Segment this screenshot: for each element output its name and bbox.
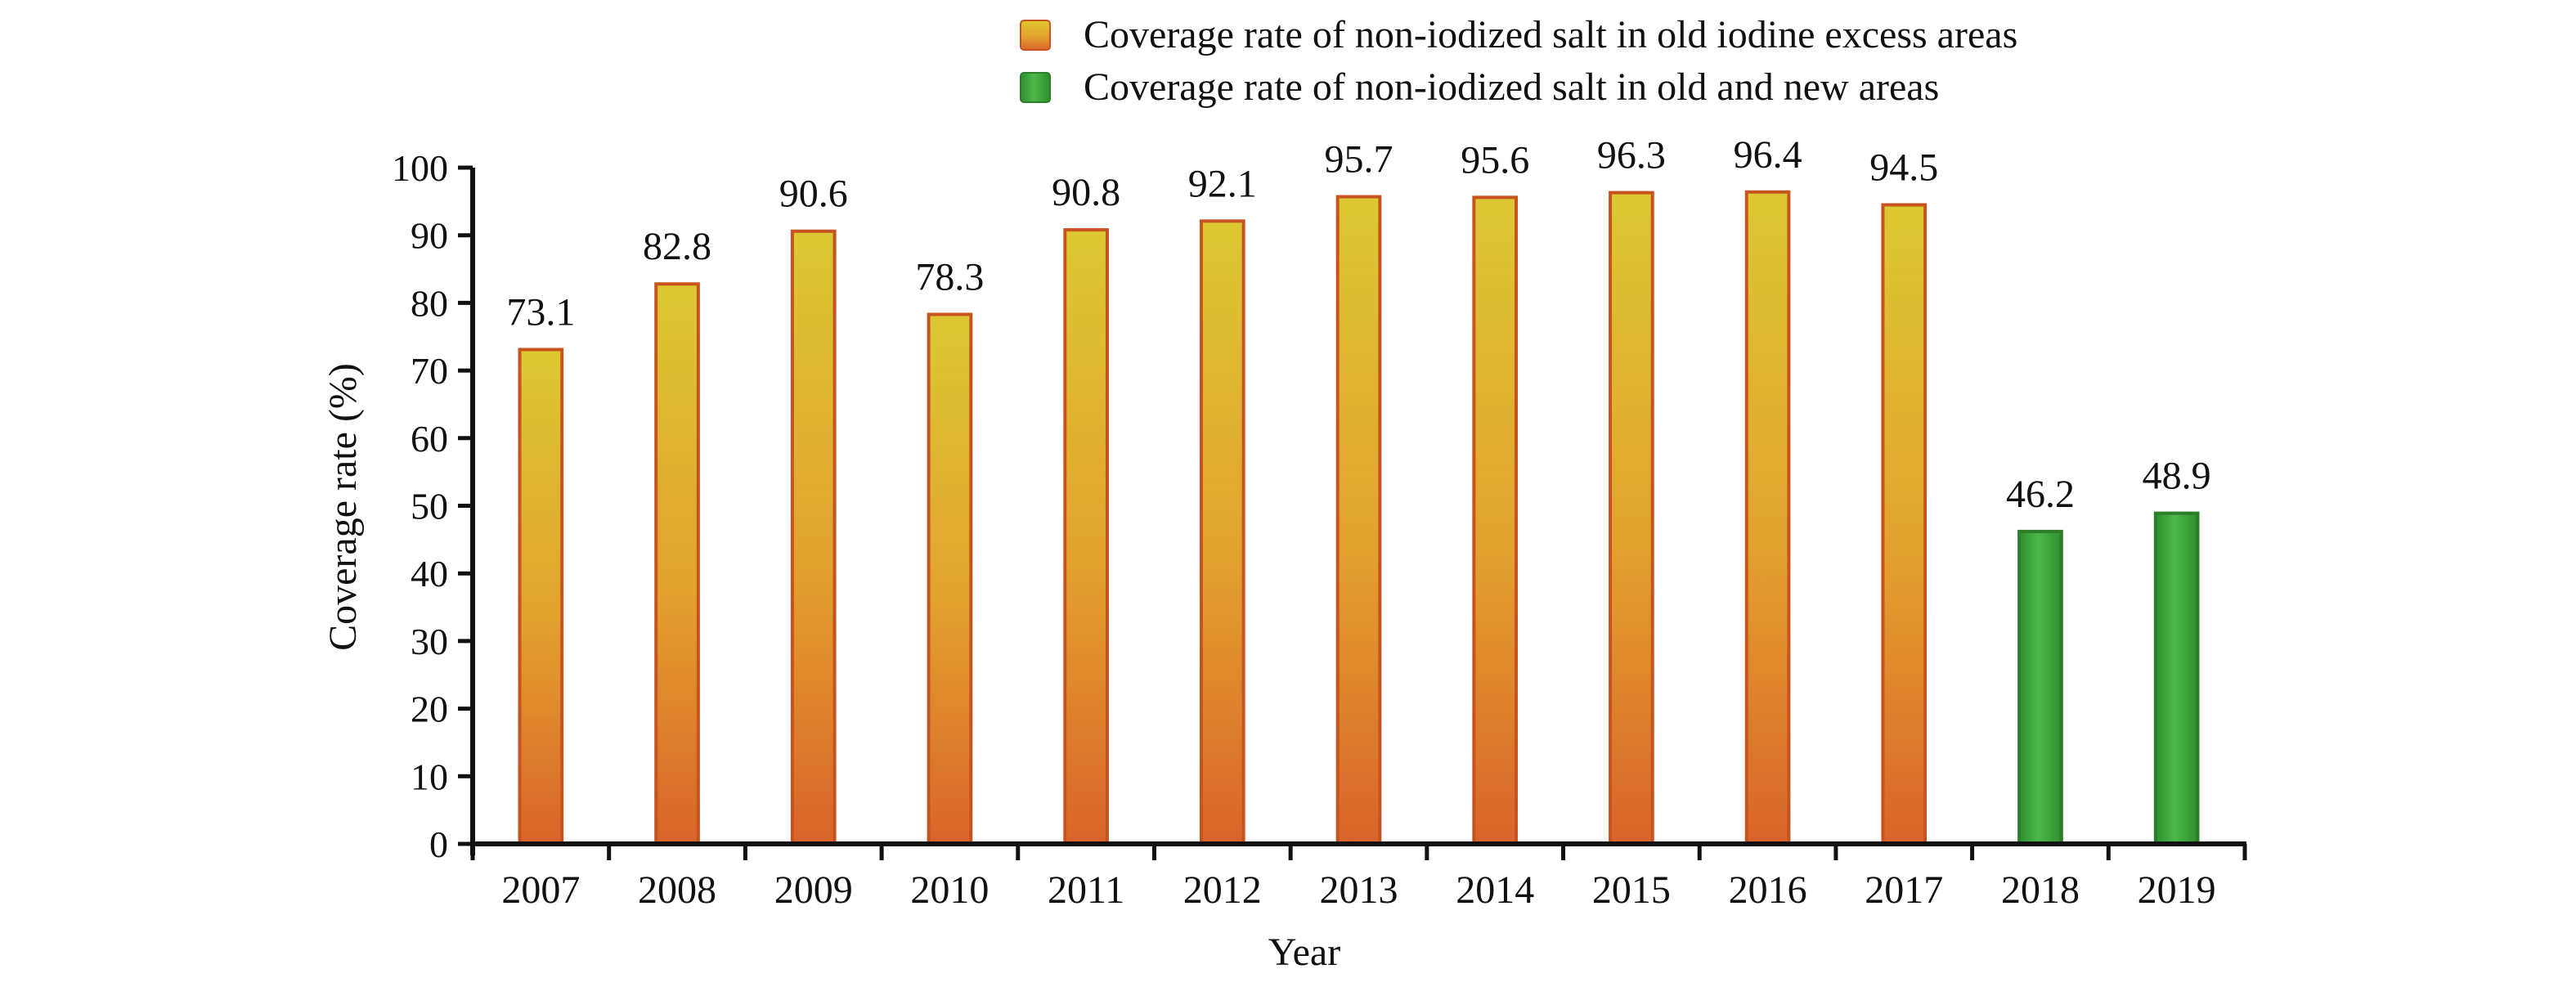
x-tick-label: 2014 bbox=[1456, 868, 1534, 912]
x-tick-label: 2019 bbox=[2138, 868, 2216, 912]
data-label-2009: 90.6 bbox=[779, 173, 848, 216]
bar-2013 bbox=[1335, 195, 1382, 846]
y-tick-label: 60 bbox=[411, 418, 448, 460]
data-label-2018: 46.2 bbox=[2006, 473, 2075, 516]
x-tick-label: 2008 bbox=[638, 868, 716, 912]
bar-2008 bbox=[654, 282, 700, 846]
x-tick-label: 2010 bbox=[910, 868, 989, 912]
y-axis-title: Coverage rate (%) bbox=[321, 363, 365, 651]
bar-2010 bbox=[927, 312, 973, 846]
bars bbox=[518, 190, 2200, 846]
data-label-2012: 92.1 bbox=[1188, 162, 1257, 205]
data-label-2019: 48.9 bbox=[2143, 455, 2211, 498]
bar-2009 bbox=[790, 229, 837, 846]
data-label-2008: 82.8 bbox=[643, 225, 711, 268]
y-axis: 0 10 20 30 40 50 60 70 80 90 100 bbox=[392, 147, 475, 865]
data-label-2016: 96.4 bbox=[1734, 133, 1802, 177]
data-label-2015: 96.3 bbox=[1597, 134, 1666, 177]
y-tick-label: 40 bbox=[411, 553, 448, 594]
bar-2007 bbox=[518, 348, 564, 846]
y-tick-label: 0 bbox=[429, 823, 448, 865]
bar-2018 bbox=[2017, 529, 2063, 846]
y-tick-label: 70 bbox=[411, 350, 448, 392]
data-label-2017: 94.5 bbox=[1869, 146, 1938, 189]
y-tick-label: 10 bbox=[411, 756, 448, 797]
y-tick-label: 100 bbox=[392, 147, 448, 189]
legend-swatch-2 bbox=[1020, 72, 1051, 103]
data-label-2007: 73.1 bbox=[506, 290, 575, 334]
x-tick-label: 2015 bbox=[1592, 868, 1671, 912]
bar-2015 bbox=[1609, 191, 1654, 846]
x-tick-label: 2018 bbox=[2001, 868, 2080, 912]
x-tick-label: 2011 bbox=[1048, 868, 1124, 912]
bar-2011 bbox=[1063, 228, 1109, 846]
y-tick-label: 30 bbox=[411, 621, 448, 662]
bar-2016 bbox=[1744, 190, 1791, 846]
y-tick-label: 20 bbox=[411, 689, 448, 730]
legend-swatch-1 bbox=[1020, 20, 1051, 51]
x-tick-label: 2013 bbox=[1320, 868, 1398, 912]
bar-2012 bbox=[1199, 219, 1245, 846]
legend-label-1: Coverage rate of non-iodized salt in old… bbox=[1084, 13, 2017, 56]
x-tick-label: 2016 bbox=[1729, 868, 1807, 912]
bar-2017 bbox=[1881, 203, 1928, 846]
data-label-2011: 90.8 bbox=[1052, 171, 1120, 214]
x-tick-label: 2007 bbox=[501, 868, 580, 912]
y-tick-label: 90 bbox=[411, 215, 448, 257]
legend: Coverage rate of non-iodized salt in old… bbox=[1020, 13, 2017, 109]
legend-label-2: Coverage rate of non-iodized salt in old… bbox=[1084, 65, 1939, 109]
data-label-2013: 95.7 bbox=[1325, 138, 1393, 182]
x-axis: 2007 2008 2009 2010 2011 2012 2013 2014 2015 2016… bbox=[470, 841, 2247, 912]
bar-2019 bbox=[2153, 511, 2200, 846]
data-label-2014: 95.6 bbox=[1461, 138, 1529, 182]
y-tick-label: 80 bbox=[411, 282, 448, 324]
x-tick-label: 2009 bbox=[774, 868, 853, 912]
x-tick-label: 2012 bbox=[1183, 868, 1262, 912]
data-label-2010: 78.3 bbox=[915, 255, 984, 298]
bar-2014 bbox=[1472, 195, 1519, 846]
y-tick-label: 50 bbox=[411, 486, 448, 527]
data-labels: 73.1 82.8 90.6 78.3 90.8 92.1 95.7 95.6 96.3 96.4… bbox=[506, 133, 2210, 516]
x-tick-label: 2017 bbox=[1865, 868, 1943, 912]
x-axis-title: Year bbox=[1268, 931, 1340, 974]
